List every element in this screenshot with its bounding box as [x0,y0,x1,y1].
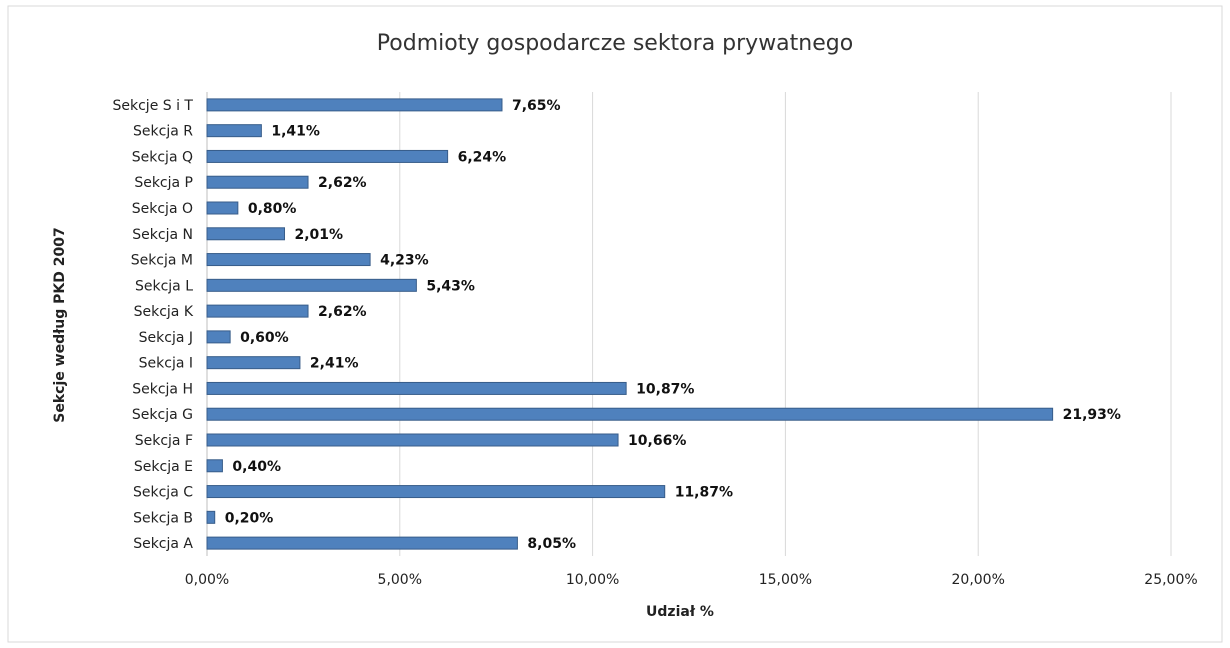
bar [206,459,223,473]
bar [206,227,286,241]
bar [206,175,309,189]
data-label: 2,62% [318,175,367,191]
y-tick-label: Sekcja N [132,227,193,243]
y-tick-label: Sekcje S i T [113,98,194,114]
y-tick-label: Sekcja M [131,253,193,269]
data-label: 6,24% [458,149,507,165]
bar [206,407,1054,421]
bar [206,330,231,344]
data-label: 11,87% [675,485,733,501]
bar [206,124,262,138]
x-axis-title: Udział % [646,604,714,620]
y-tick-label: Sekcja I [139,356,193,372]
bar [206,278,417,292]
data-label: 0,40% [232,459,281,475]
y-tick-label: Sekcja A [133,536,193,552]
bar [206,356,301,370]
y-tick-label: Sekcja L [135,278,193,294]
bar [206,536,518,550]
data-label: 21,93% [1063,407,1121,423]
bar [206,510,216,524]
x-tick-label: 20,00% [952,572,1005,588]
data-label: 2,62% [318,304,367,320]
data-label: 8,05% [527,536,576,552]
chart-border [7,5,1223,643]
y-tick-label: Sekcja B [133,510,193,526]
y-tick-label: Sekcja K [134,304,194,320]
y-tick-label: Sekcja O [132,201,193,217]
y-tick-label: Sekcja J [139,330,193,346]
bar [206,433,619,447]
y-tick-label: Sekcja H [132,381,193,397]
bar [206,201,239,215]
y-tick-label: Sekcja C [133,485,193,501]
data-label: 1,41% [271,124,320,140]
y-tick-label: Sekcja Q [132,149,193,165]
data-label: 5,43% [426,278,475,294]
data-label: 10,87% [636,381,694,397]
bar [206,253,371,267]
x-tick-label: 0,00% [185,572,229,588]
bar [206,98,503,112]
data-label: 10,66% [628,433,686,449]
x-tick-label: 15,00% [759,572,812,588]
chart-title: Podmioty gospodarcze sektora prywatnego [377,31,853,56]
data-label: 2,01% [295,227,344,243]
bar [206,381,627,395]
x-tick-label: 25,00% [1144,572,1197,588]
data-label: 0,60% [240,330,289,346]
data-label: 2,41% [310,356,359,372]
y-tick-label: Sekcja G [132,407,193,423]
y-tick-label: Sekcja P [134,175,193,191]
data-label: 0,80% [248,201,297,217]
x-tick-label: 10,00% [566,572,619,588]
bar [206,304,309,318]
data-label: 7,65% [512,98,561,114]
data-label: 4,23% [380,253,429,269]
bar [206,149,449,163]
x-tick-label: 5,00% [378,572,422,588]
bar [206,485,666,499]
y-axis-title: Sekcje według PKD 2007 [52,227,68,422]
y-tick-label: Sekcja E [134,459,193,475]
y-tick-label: Sekcja R [133,124,193,140]
y-tick-label: Sekcja F [135,433,193,449]
data-label: 0,20% [225,510,274,526]
